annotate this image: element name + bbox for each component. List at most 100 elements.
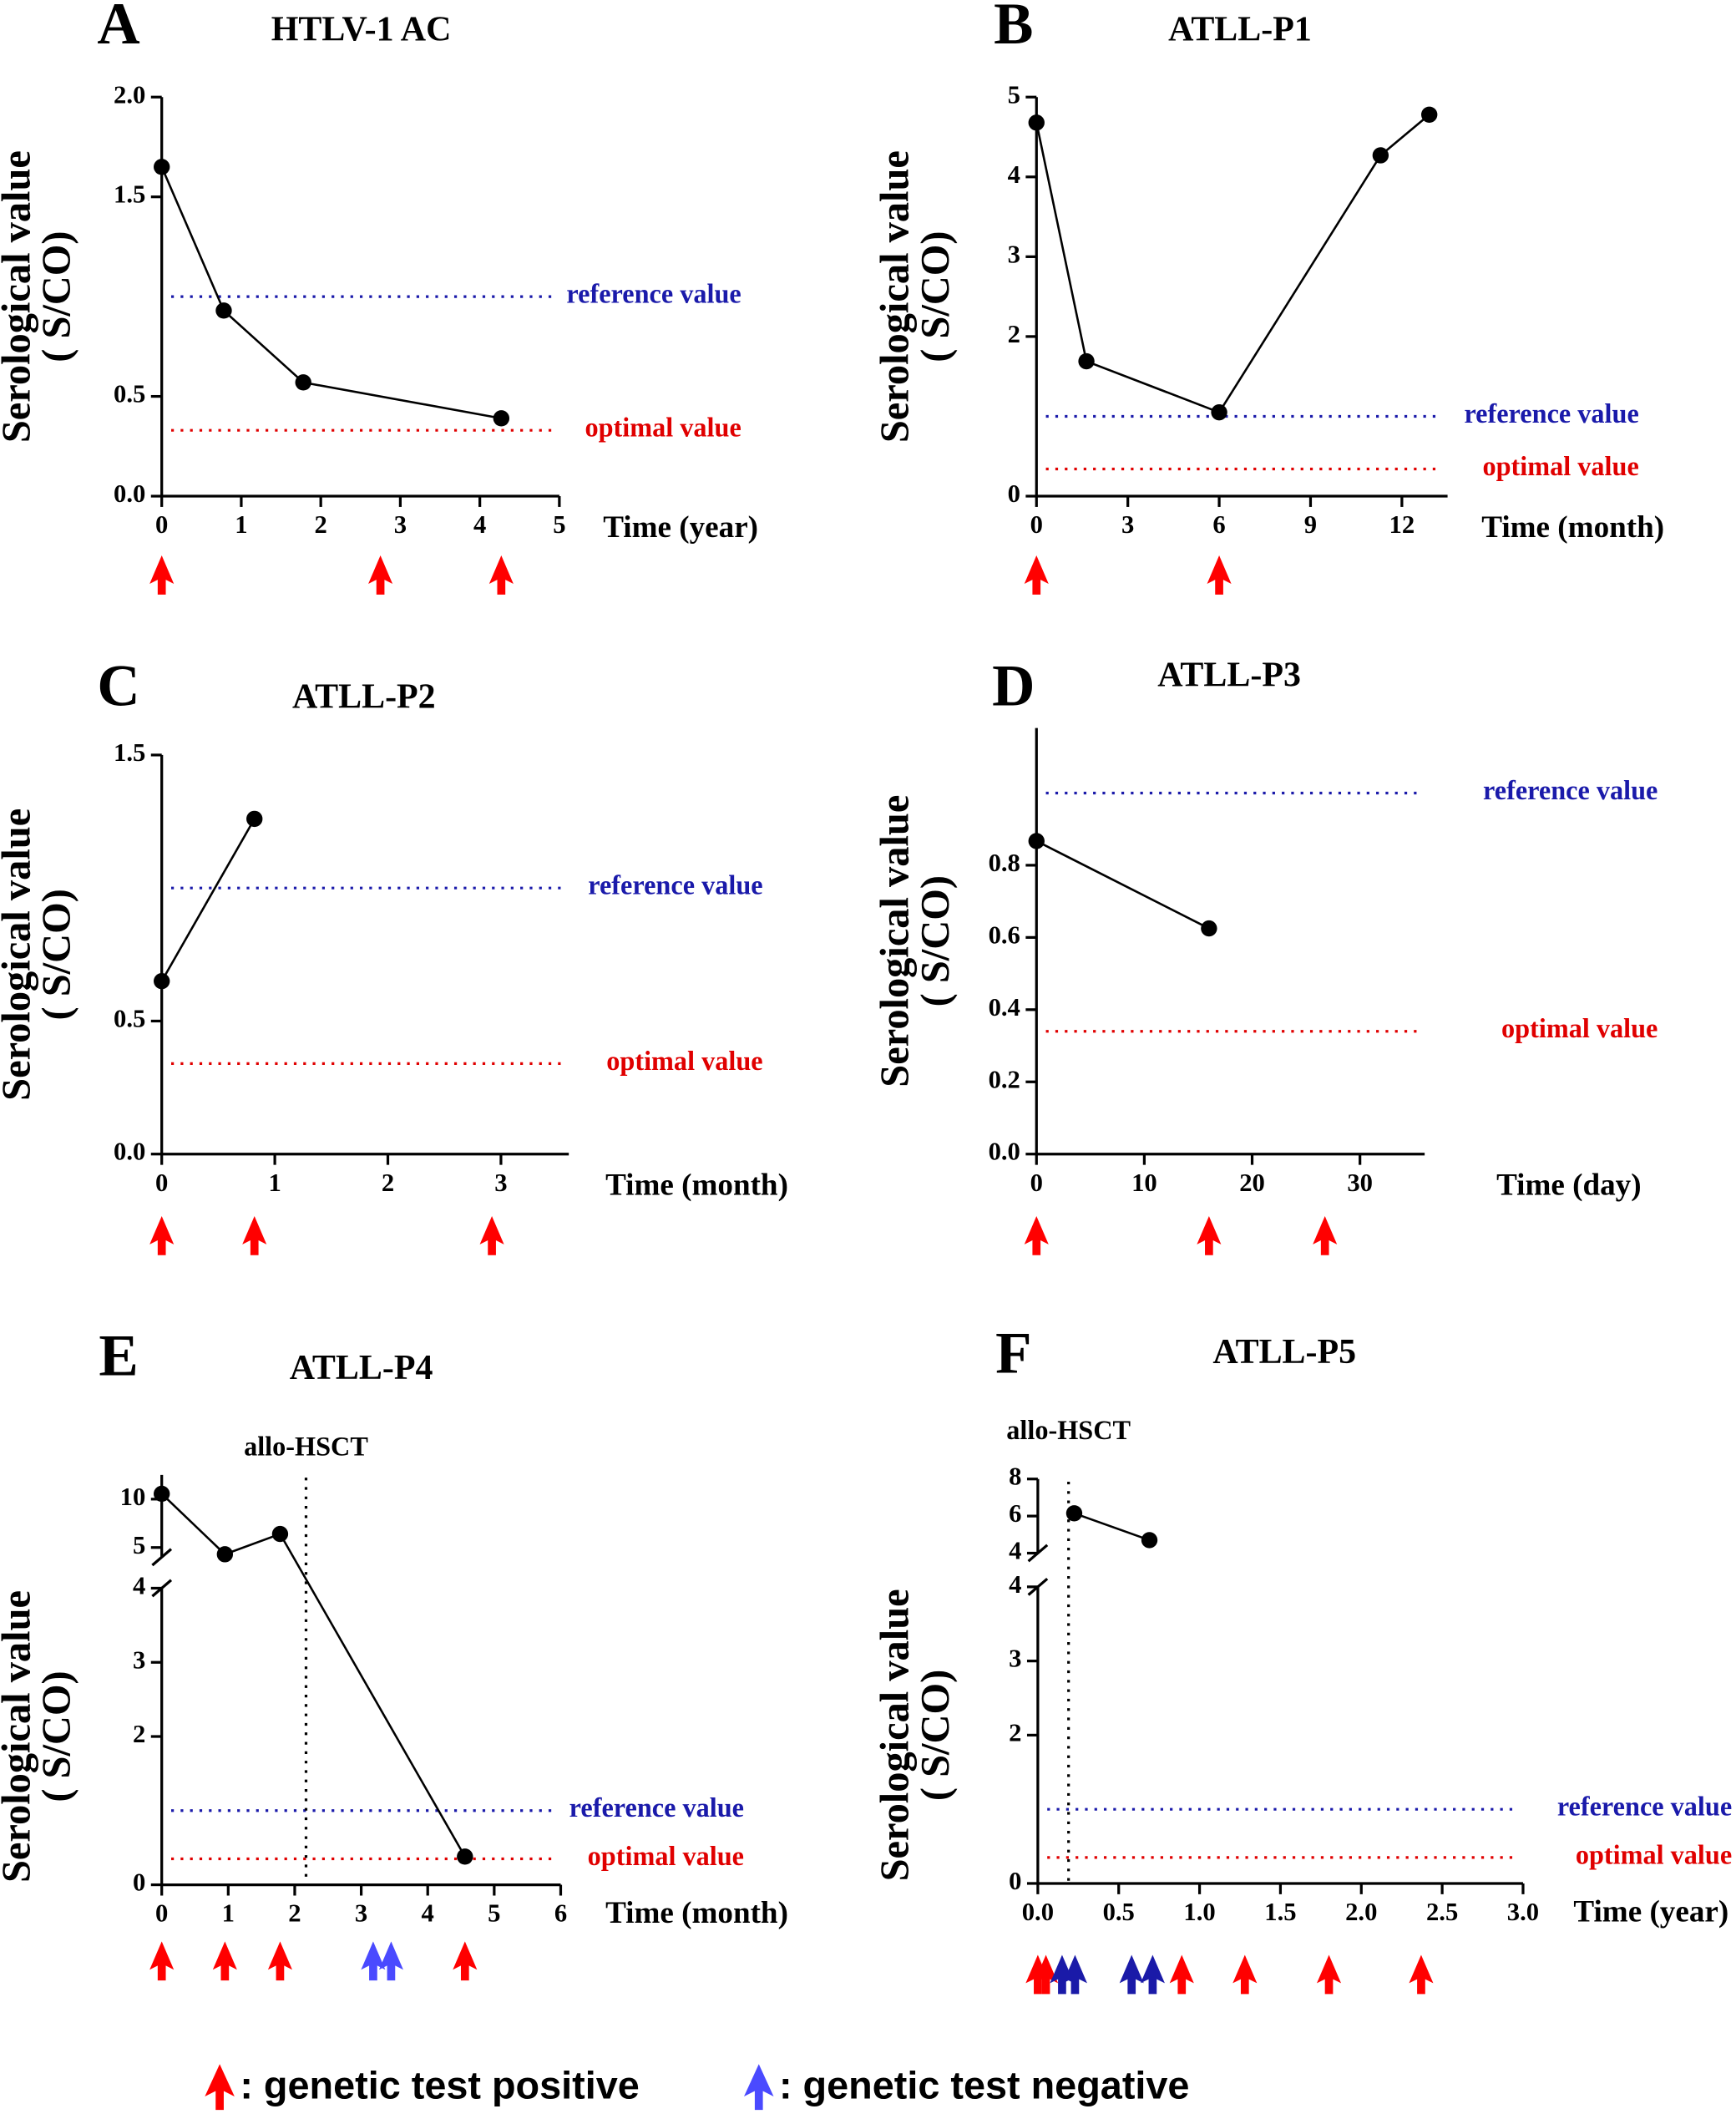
- event-label: allo-HSCT: [1006, 1415, 1131, 1445]
- x-tick-label: 30: [1347, 1169, 1373, 1197]
- y-tick-label: 2: [1008, 320, 1020, 348]
- x-tick-label: 0: [155, 1899, 168, 1928]
- y-tick-label: 1.5: [114, 180, 145, 209]
- data-point: [1141, 1532, 1158, 1549]
- y-tick-label: 0: [1008, 479, 1020, 508]
- data-point: [1211, 404, 1227, 421]
- x-tick-label: 1.5: [1264, 1898, 1296, 1926]
- y-tick-label: 0.2: [989, 1065, 1020, 1093]
- test-arrow: [488, 555, 514, 595]
- test-arrow: [149, 1215, 175, 1255]
- optimal-label: optimal value: [585, 413, 741, 443]
- y-tick-label: 10: [120, 1483, 146, 1511]
- y-axis-label: ( S/CO): [35, 231, 79, 362]
- optimal-label: optimal value: [606, 1046, 762, 1076]
- x-tick-label: 3: [394, 510, 407, 539]
- x-tick-label: 3.0: [1507, 1898, 1539, 1926]
- chart-title: ATLL-P4: [290, 1349, 433, 1387]
- data-point: [1201, 920, 1217, 937]
- test-arrow: [378, 1941, 403, 1981]
- test-arrow: [149, 1941, 175, 1981]
- data-point: [154, 972, 170, 990]
- reference-label: reference value: [1557, 1792, 1732, 1822]
- y-tick-label: 0.0: [989, 1138, 1020, 1166]
- y-tick-label: 0.8: [989, 849, 1020, 877]
- y-tick-label: 2.0: [114, 80, 145, 109]
- x-axis-label: Time (month): [605, 1896, 788, 1930]
- y-axis-label: Serological value: [0, 1590, 38, 1883]
- test-arrow: [242, 1215, 267, 1255]
- y-axis-label: ( S/CO): [35, 1670, 79, 1802]
- series-line: [1074, 1512, 1150, 1542]
- y-axis-label: ( S/CO): [35, 889, 79, 1020]
- y-tick-label: 3: [1009, 1645, 1021, 1673]
- x-tick-label: 6: [1212, 510, 1225, 539]
- chart-title: HTLV-1 AC: [271, 10, 452, 48]
- y-tick-label: 0.5: [114, 380, 145, 408]
- y-axis-label: ( S/CO): [914, 1670, 958, 1801]
- y-axis-label: Serological value: [873, 795, 918, 1087]
- x-tick-label: 3: [494, 1169, 507, 1197]
- test-arrow: [1197, 1215, 1222, 1255]
- x-tick-label: 1.0: [1183, 1898, 1215, 1926]
- y-tick-label: 3: [1008, 240, 1020, 268]
- y-tick-label: 0.6: [989, 920, 1020, 949]
- y-axis-label: ( S/CO): [914, 231, 958, 362]
- x-tick-label: 0: [155, 510, 168, 539]
- x-tick-label: 2.0: [1345, 1898, 1377, 1926]
- x-tick-label: 5: [488, 1899, 500, 1928]
- optimal-label: optimal value: [1501, 1013, 1658, 1043]
- y-tick-label: 2: [1009, 1718, 1021, 1746]
- legend-label: : genetic test negative: [779, 2064, 1190, 2107]
- series-line: [160, 1493, 466, 1858]
- x-tick-label: 3: [1121, 510, 1134, 539]
- x-axis-label: Time (month): [605, 1169, 788, 1203]
- data-point: [246, 810, 263, 828]
- y-tick-label: 0: [133, 1868, 145, 1897]
- x-tick-label: 10: [1131, 1169, 1157, 1197]
- x-tick-label: 20: [1239, 1169, 1265, 1197]
- y-tick-label: 4: [1009, 1537, 1021, 1565]
- series-line: [1035, 839, 1210, 930]
- x-tick-label: 0: [155, 1169, 168, 1197]
- reference-label: reference value: [1464, 398, 1638, 428]
- reference-label: reference value: [566, 279, 741, 309]
- optimal-label: optimal value: [1576, 1839, 1732, 1869]
- axis-break: [1027, 1577, 1049, 1596]
- data-point: [271, 1525, 289, 1543]
- test-arrow: [1034, 1954, 1059, 1995]
- test-arrow: [1169, 1954, 1194, 1995]
- axis-break: [1027, 1544, 1049, 1563]
- test-arrow: [368, 555, 393, 595]
- x-tick-label: 2: [314, 510, 326, 539]
- y-tick-label: 0.4: [989, 993, 1020, 1022]
- test-arrow: [1050, 1954, 1075, 1995]
- x-tick-label: 1: [268, 1169, 281, 1197]
- chart-title: ATLL-P3: [1157, 657, 1301, 695]
- test-arrow: [149, 555, 175, 595]
- chart-title: ATLL-P5: [1212, 1333, 1356, 1371]
- test-arrow: [479, 1215, 504, 1255]
- panel-letter: B: [994, 0, 1033, 57]
- data-point: [154, 1485, 170, 1503]
- y-tick-label: 4: [1008, 160, 1020, 189]
- panel-letter: A: [97, 0, 139, 57]
- x-tick-label: 6: [554, 1899, 567, 1928]
- x-tick-label: 0: [1030, 510, 1043, 539]
- axis-break: [151, 1548, 173, 1567]
- data-point: [215, 302, 232, 319]
- test-arrow: [1313, 1215, 1338, 1255]
- y-tick-label: 4: [1009, 1570, 1021, 1599]
- x-tick-label: 1: [222, 1899, 235, 1928]
- x-tick-label: 9: [1304, 510, 1317, 539]
- data-point: [1372, 147, 1389, 164]
- data-point: [1065, 1505, 1083, 1522]
- test-arrow: [1317, 1954, 1342, 1995]
- y-axis-label: Serological value: [0, 150, 38, 443]
- optimal-label: optimal value: [588, 1841, 744, 1871]
- x-tick-label: 3: [355, 1899, 367, 1928]
- data-point: [154, 159, 170, 175]
- legend-label: : genetic test positive: [240, 2064, 639, 2107]
- series-line: [160, 166, 502, 420]
- y-tick-label: 0.0: [114, 1138, 145, 1166]
